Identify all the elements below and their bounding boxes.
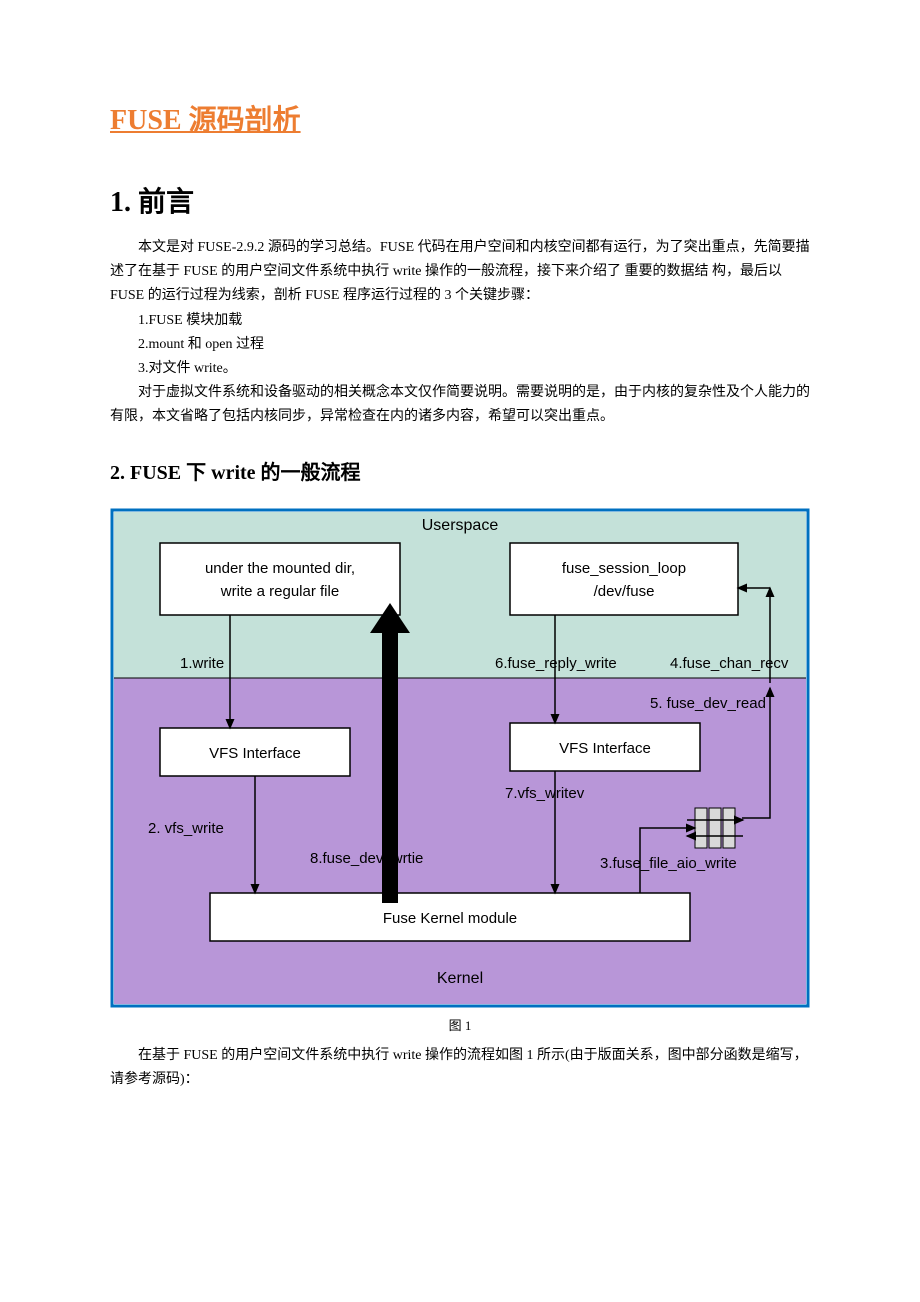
- svg-text:Userspace: Userspace: [422, 517, 499, 534]
- svg-text:under the mounted dir,: under the mounted dir,: [205, 560, 355, 577]
- section1-li1: 1.FUSE 模块加载: [110, 309, 810, 333]
- svg-text:7.vfs_writev: 7.vfs_writev: [505, 785, 585, 802]
- page-title: FUSE 源码剖析: [110, 100, 810, 142]
- figure1-caption: 图 1: [110, 1016, 810, 1036]
- svg-text:1.write: 1.write: [180, 655, 224, 672]
- diagram-container: Userspace under the mounted dir, write a…: [110, 508, 810, 1008]
- svg-text:/dev/fuse: /dev/fuse: [594, 583, 655, 600]
- section1-heading: 1. 前言: [110, 182, 810, 224]
- svg-text:VFS Interface: VFS Interface: [559, 740, 651, 757]
- section1-p1: 本文是对 FUSE-2.9.2 源码的学习总结。FUSE 代码在用户空间和内核空…: [110, 236, 810, 307]
- section1-li3: 3.对文件 write。: [110, 357, 810, 381]
- fuse-flow-diagram: Userspace under the mounted dir, write a…: [110, 508, 810, 1008]
- svg-text:write a regular file: write a regular file: [220, 583, 339, 600]
- svg-text:3.fuse_file_aio_write: 3.fuse_file_aio_write: [600, 855, 737, 872]
- svg-text:5. fuse_dev_read: 5. fuse_dev_read: [650, 695, 766, 712]
- svg-text:Fuse Kernel module: Fuse Kernel module: [383, 910, 517, 927]
- svg-text:8.fuse_dev_wrtie: 8.fuse_dev_wrtie: [310, 850, 423, 867]
- svg-text:Kernel: Kernel: [437, 970, 483, 987]
- svg-text:4.fuse_chan_recv: 4.fuse_chan_recv: [670, 655, 789, 672]
- section2-heading: 2. FUSE 下 write 的一般流程: [110, 458, 810, 488]
- section1-p2: 对于虚拟文件系统和设备驱动的相关概念本文仅作简要说明。需要说明的是，由于内核的复…: [110, 381, 810, 429]
- svg-text:2. vfs_write: 2. vfs_write: [148, 820, 224, 837]
- svg-text:VFS Interface: VFS Interface: [209, 745, 301, 762]
- svg-text:6.fuse_reply_write: 6.fuse_reply_write: [495, 655, 617, 672]
- section1-li2: 2.mount 和 open 过程: [110, 333, 810, 357]
- svg-text:fuse_session_loop: fuse_session_loop: [562, 560, 686, 577]
- section2-p1: 在基于 FUSE 的用户空间文件系统中执行 write 操作的流程如图 1 所示…: [110, 1044, 810, 1092]
